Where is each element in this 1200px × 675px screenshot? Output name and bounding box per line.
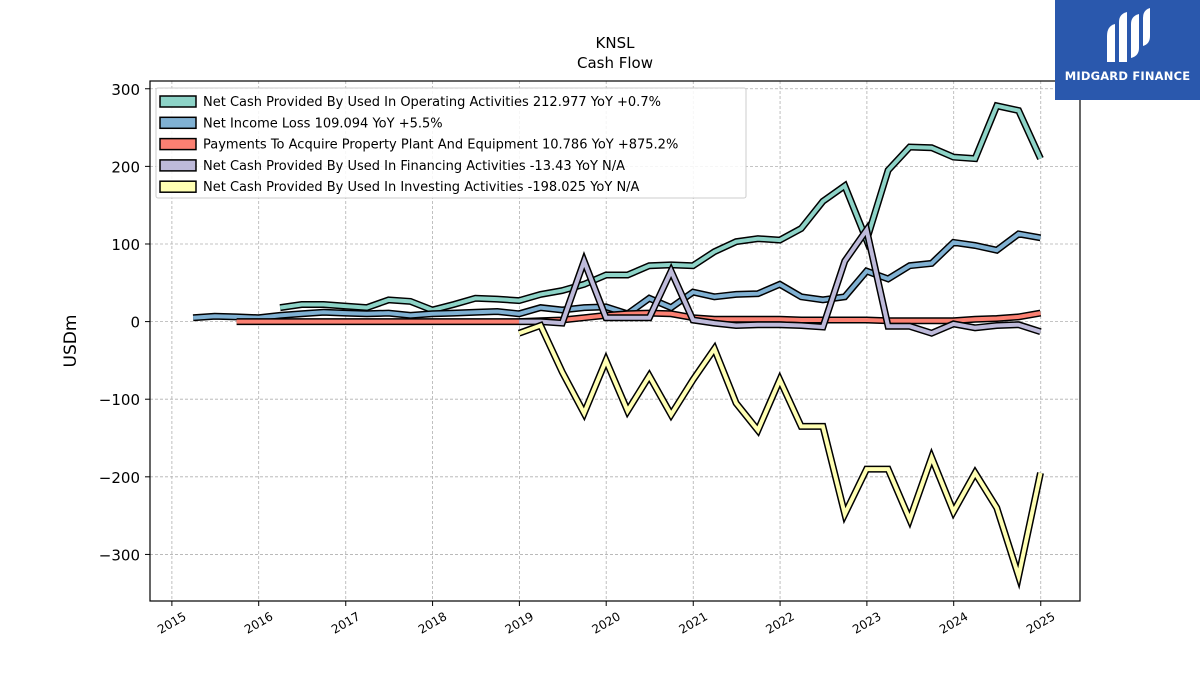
legend: Net Cash Provided By Used In Operating A… (155, 87, 747, 199)
legend-box (155, 87, 747, 199)
x-tick-label: 2024 (937, 609, 970, 636)
chart-title: KNSL (596, 34, 636, 52)
plot-frame (149, 80, 1081, 602)
x-tick-label: 2015 (155, 609, 188, 636)
series-line (236, 309, 1042, 326)
brand-name: MIDGARD FINANCE (1064, 69, 1191, 83)
legend-label: Net Cash Provided By Used In Investing A… (203, 180, 640, 195)
series-line (279, 101, 1044, 314)
legend-item: Payments To Acquire Property Plant And E… (159, 137, 678, 153)
series-line (192, 230, 1042, 322)
x-tick-label: 2017 (329, 609, 362, 636)
legend-label: Net Cash Provided By Used In Financing A… (203, 159, 625, 174)
midgard-logo-icon (1107, 8, 1150, 62)
y-tick-label: 200 (111, 158, 140, 176)
x-ticks: 2015 2016 2017 2018 2019 2020 2021 2022 2023 2024… (155, 601, 1057, 637)
legend-item: Net Income Loss 109.094 YoY +5.5% (159, 116, 443, 131)
y-tick-label: −300 (99, 546, 140, 564)
legend-label: Net Income Loss 109.094 YoY +5.5% (203, 116, 443, 131)
x-tick-label: 2016 (242, 609, 275, 636)
chart-subtitle: Cash Flow (577, 54, 653, 72)
y-ticks: 300 200 100 0 −100 −200 −300 (99, 81, 150, 564)
brand-logo: MIDGARD FINANCE (1055, 0, 1200, 100)
legend-item: Net Cash Provided By Used In Financing A… (159, 159, 625, 174)
y-tick-label: 0 (130, 314, 140, 332)
x-tick-label: 2018 (416, 609, 449, 636)
x-tick-label: 2025 (1024, 609, 1057, 636)
series-stroke (518, 323, 1043, 585)
y-tick-label: −100 (99, 391, 140, 409)
series-layer (192, 101, 1044, 590)
x-tick-label: 2022 (763, 609, 796, 636)
series-stroke (519, 225, 1042, 336)
series-stroke (192, 231, 1041, 320)
series-stroke (279, 103, 1043, 313)
x-tick-label: 2019 (503, 609, 536, 636)
legend-label: Net Cash Provided By Used In Operating A… (203, 95, 661, 110)
legend-swatch (159, 180, 197, 193)
series-line (517, 321, 1044, 590)
legend-item: Net Cash Provided By Used In Investing A… (159, 180, 640, 195)
legend-item: Net Cash Provided By Used In Operating A… (159, 95, 661, 110)
y-tick-label: 100 (111, 236, 140, 254)
x-tick-label: 2023 (850, 609, 883, 636)
y-tick-label: −200 (99, 469, 140, 487)
series-stroke (236, 311, 1041, 324)
legend-swatch (159, 159, 197, 172)
legend-swatch (159, 95, 197, 108)
y-tick-label: 300 (111, 81, 140, 99)
series-line (519, 221, 1042, 337)
legend-label: Payments To Acquire Property Plant And E… (203, 138, 678, 153)
x-tick-label: 2021 (677, 609, 710, 636)
y-axis-label: USDm (61, 315, 81, 368)
legend-swatch (159, 116, 197, 130)
legend-swatch (159, 137, 197, 151)
x-tick-label: 2020 (589, 609, 622, 636)
